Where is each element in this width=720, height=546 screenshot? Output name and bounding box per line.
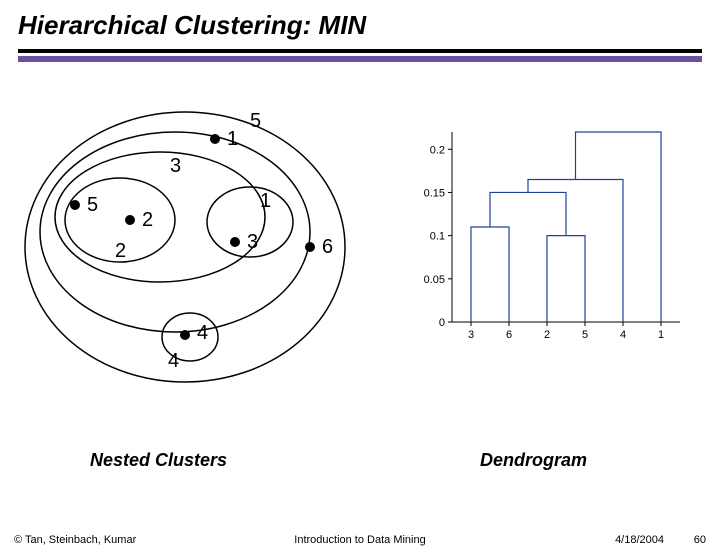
svg-text:0: 0 [439, 317, 445, 329]
footer-center: Introduction to Data Mining [294, 534, 425, 546]
svg-text:5: 5 [582, 329, 588, 341]
svg-text:4: 4 [620, 329, 626, 341]
svg-text:5: 5 [87, 194, 98, 216]
svg-text:0.1: 0.1 [430, 231, 445, 243]
svg-text:4: 4 [168, 350, 179, 372]
svg-text:3: 3 [247, 231, 258, 253]
svg-text:0.15: 0.15 [424, 187, 445, 199]
svg-text:3: 3 [468, 329, 474, 341]
svg-text:6: 6 [322, 236, 333, 258]
svg-text:2: 2 [115, 240, 126, 262]
footer-copyright: © Tan, Steinbach, Kumar [14, 534, 136, 546]
svg-text:0.2: 0.2 [430, 144, 445, 156]
footer-date: 4/18/2004 [615, 534, 664, 546]
svg-text:4: 4 [197, 322, 208, 344]
svg-text:1: 1 [227, 128, 238, 150]
svg-text:2: 2 [544, 329, 550, 341]
nested-caption: Nested Clusters [90, 450, 227, 471]
svg-text:2: 2 [142, 209, 153, 231]
content-area: 1 2 3 4 5 6 1 2 3 4 5 0 0.05 0.1 0.15 0.2 3 6 2 5 4 1 Nested… [0, 62, 720, 472]
dendrogram-caption: Dendrogram [480, 450, 587, 471]
svg-text:5: 5 [250, 110, 261, 132]
svg-text:6: 6 [506, 329, 512, 341]
footer-page: 60 [694, 534, 706, 546]
svg-text:1: 1 [260, 190, 271, 212]
svg-text:3: 3 [170, 155, 181, 177]
slide-title: Hierarchical Clustering: MIN [0, 0, 720, 49]
nested-clusters-diagram: 1 2 3 4 5 6 1 2 3 4 5 [20, 92, 360, 402]
svg-text:0.05: 0.05 [424, 274, 445, 286]
svg-text:1: 1 [658, 329, 664, 341]
title-underline [0, 49, 720, 62]
dendrogram-chart: 0 0.05 0.1 0.15 0.2 3 6 2 5 4 1 [410, 122, 690, 352]
